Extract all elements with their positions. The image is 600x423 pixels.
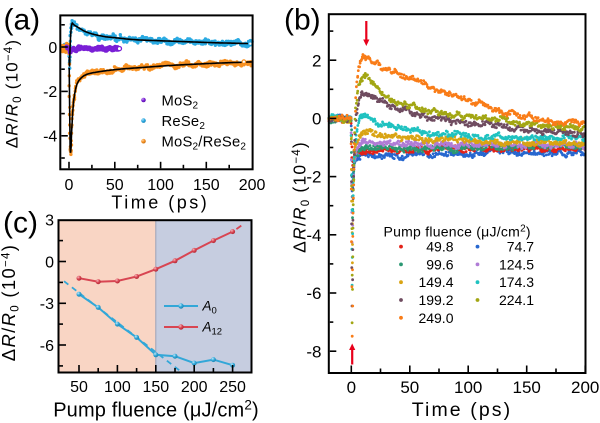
svg-text:ΔR/R0 (10−4): ΔR/R0 (10−4): [0, 244, 22, 361]
svg-text:(a): (a): [4, 4, 41, 37]
svg-text:149.4: 149.4: [418, 274, 453, 290]
svg-text:-6: -6: [306, 284, 321, 303]
svg-text:(b): (b): [284, 4, 321, 37]
svg-text:Time (ps): Time (ps): [111, 193, 209, 213]
svg-text:74.7: 74.7: [507, 239, 534, 255]
svg-text:MoS2/ReSe2: MoS2/ReSe2: [162, 135, 247, 153]
svg-text:-8: -8: [306, 342, 321, 361]
svg-text:50: 50: [70, 379, 88, 396]
svg-text:0: 0: [312, 110, 321, 129]
svg-text:MoS2: MoS2: [162, 93, 199, 111]
svg-text:100: 100: [454, 378, 482, 397]
svg-text:Time (ps): Time (ps): [412, 399, 513, 421]
svg-text:124.5: 124.5: [499, 256, 534, 272]
svg-text:Pump fluence (μJ/cm2): Pump fluence (μJ/cm2): [384, 224, 531, 240]
svg-text:A0: A0: [202, 299, 217, 317]
svg-text:200: 200: [181, 379, 208, 396]
svg-text:150: 150: [513, 378, 541, 397]
svg-text:100: 100: [147, 177, 174, 194]
svg-text:-6: -6: [40, 338, 54, 355]
svg-text:Pump fluence (μJ/cm2): Pump fluence (μJ/cm2): [53, 398, 259, 422]
svg-text:99.6: 99.6: [426, 256, 453, 272]
svg-text:-2: -2: [43, 84, 57, 101]
svg-text:ΔR/R0 (10−4): ΔR/R0 (10−4): [3, 39, 25, 149]
svg-text:-4: -4: [306, 226, 321, 245]
svg-text:150: 150: [142, 379, 169, 396]
svg-text:ΔR/R0 (10−4): ΔR/R0 (10−4): [290, 141, 313, 253]
svg-text:0: 0: [65, 177, 74, 194]
svg-text:0: 0: [347, 378, 356, 397]
svg-text:50: 50: [400, 378, 419, 397]
svg-text:249.0: 249.0: [418, 310, 453, 326]
svg-text:224.1: 224.1: [499, 292, 534, 308]
svg-text:ReSe2: ReSe2: [162, 114, 206, 132]
svg-text:-2: -2: [306, 168, 321, 187]
svg-text:200: 200: [571, 378, 599, 397]
svg-text:50: 50: [106, 177, 124, 194]
svg-text:-4: -4: [43, 129, 57, 146]
svg-text:2: 2: [312, 51, 321, 70]
svg-text:(c): (c): [3, 207, 38, 240]
svg-text:-3: -3: [40, 296, 54, 313]
svg-text:174.3: 174.3: [499, 274, 534, 290]
svg-text:49.8: 49.8: [426, 239, 453, 255]
svg-text:150: 150: [193, 177, 220, 194]
svg-text:200: 200: [239, 177, 266, 194]
svg-text:0: 0: [48, 40, 57, 57]
svg-text:0: 0: [45, 254, 54, 271]
svg-text:A12: A12: [202, 320, 223, 338]
svg-text:250: 250: [219, 379, 246, 396]
svg-text:199.2: 199.2: [418, 292, 453, 308]
svg-text:100: 100: [104, 379, 131, 396]
svg-text:3: 3: [45, 213, 54, 230]
